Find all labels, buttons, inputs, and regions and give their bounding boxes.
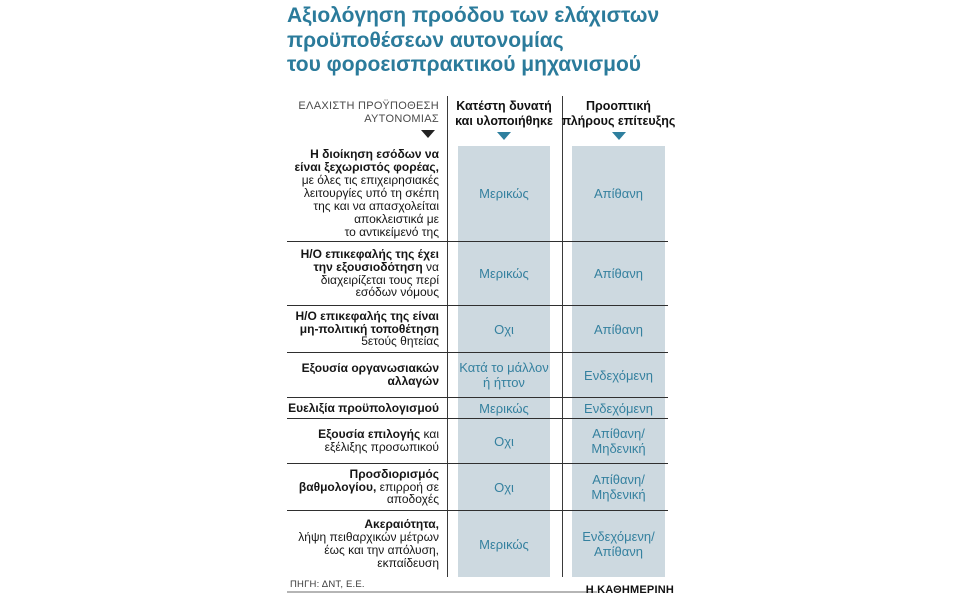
prospect-cell: Απίθανη/ Μηδενική	[591, 426, 646, 456]
condition-label: Η/Ο επικεφαλής της έχει την εξουσιοδότηση…	[300, 246, 439, 300]
achieved-cell: Οχι	[494, 479, 514, 495]
condition-label: Προσδιορισμός βαθμολογίου, επιρροή σε αποδ…	[298, 466, 439, 507]
column-header-prospect-line1: Προοπτική	[586, 99, 651, 113]
achieved-column-stripe	[458, 146, 550, 577]
page-title-line1: Αξιολόγηση προόδου των ελάχιστων	[287, 4, 660, 27]
page-title-line3: του φοροεισπρακτικού μηχανισμού	[287, 53, 641, 76]
prospect-cell: Ενδεχόμενη	[584, 400, 653, 416]
source-note: ΠΗΓΗ: ΔΝΤ, Ε.Ε.	[290, 579, 365, 590]
table-row: Ακεραιότητα, λήψη πειθαρχικών μέτρων έως κ…	[287, 510, 668, 577]
prospect-cell: Ενδεχόμενη/ Απίθανη	[582, 529, 655, 559]
achieved-cell: Κατά το μάλλον ή ήττον	[459, 360, 549, 390]
column-divider-2	[562, 96, 563, 577]
prospect-cell: Απίθανη	[593, 186, 643, 201]
table-row: Εξουσία επιλογής και εξέλιξης προσωπικού Ο…	[287, 418, 668, 463]
conditions-table: ΕΛΑΧΙΣΤΗ ΠΡΟΫΠΟΘΕΣΗ ΑΥΤΟΝΟΜΙΑΣ Κατέστη δ…	[287, 0, 675, 598]
table-row: Η/Ο επικεφαλής της είναι μη-πολιτική τοπο…	[287, 305, 668, 352]
page-title: Αξιολόγηση προόδου των ελάχιστων προϋποθ…	[287, 4, 707, 78]
prospect-cell: Απίθανη/ Μηδενική	[591, 472, 646, 502]
prospect-cell: Απίθανη	[593, 266, 643, 281]
column-header-achieved-line2: και υλοποιήθηκε	[455, 113, 553, 128]
achieved-cell: Οχι	[494, 321, 514, 337]
table-rows: Η διοίκηση εσόδων να είναι ξεχωριστός φορ…	[287, 146, 668, 577]
table-row: Η/Ο επικεφαλής της έχει την εξουσιοδότηση…	[287, 241, 668, 305]
achieved-cell: Μερικώς	[479, 266, 529, 281]
row-header: ΕΛΑΧΙΣΤΗ ΠΡΟΫΠΟΘΕΣΗ ΑΥΤΟΝΟΜΙΑΣ	[287, 100, 439, 142]
row-header-line2: ΑΥΤΟΝΟΜΙΑΣ	[364, 113, 439, 125]
table-row: Η διοίκηση εσόδων να είναι ξεχωριστός φορ…	[287, 146, 668, 241]
column-header-prospect: Προοπτική πλήρους επίτευξης	[559, 99, 678, 144]
column-divider-1	[447, 96, 448, 577]
triangle-down-icon	[497, 132, 511, 140]
condition-label: Εξουσία επιλογής και εξέλιξης προσωπικού	[318, 427, 439, 454]
condition-label: Ακεραιότητα, λήψη πειθαρχικών μέτρων έως κ…	[298, 517, 439, 570]
achieved-cell: Οχι	[494, 433, 514, 449]
triangle-down-icon	[611, 132, 626, 140]
column-header-prospect-line2: πλήρους επίτευξης	[561, 113, 676, 128]
page-title-line2: προϋποθέσεων αυτονομίας	[287, 28, 564, 52]
column-header-achieved-line1: Κατέστη δυνατή	[456, 99, 552, 113]
condition-label: Η διοίκηση εσόδων να είναι ξεχωριστός φορ…	[294, 147, 439, 239]
achieved-cell: Μερικώς	[479, 186, 529, 201]
prospect-cell: Απίθανη	[593, 321, 643, 337]
row-header-arrow	[287, 126, 435, 142]
row-header-line1: ΕΛΑΧΙΣΤΗ ΠΡΟΫΠΟΘΕΣΗ	[298, 100, 439, 112]
achieved-cell: Μερικώς	[479, 536, 529, 552]
condition-label: Η/Ο επικεφαλής της είναι μη-πολιτική τοπο…	[295, 308, 439, 349]
table-row: Προσδιορισμός βαθμολογίου, επιρροή σε αποδ…	[287, 463, 668, 510]
table-row: Εξουσία οργανωσιακών αλλαγών Κατά το μάλλο…	[287, 352, 668, 397]
table-row: Ευελιξία προϋπολογισμού Μερικώς Ενδεχόμενη	[287, 397, 668, 418]
column-header-achieved: Κατέστη δυνατή και υλοποιήθηκε	[444, 99, 564, 144]
publisher-brand: Η ΚΑΘΗΜΕΡΙΝΗ	[585, 584, 674, 596]
achieved-cell: Μερικώς	[479, 400, 529, 416]
condition-label: Εξουσία οργανωσιακών αλλαγών	[301, 361, 439, 388]
condition-label: Ευελιξία προϋπολογισμού	[288, 400, 439, 415]
prospect-cell: Ενδεχόμενη	[584, 367, 653, 383]
footer-rule	[287, 591, 597, 593]
triangle-down-icon	[421, 130, 435, 138]
prospect-column-stripe	[572, 146, 665, 577]
